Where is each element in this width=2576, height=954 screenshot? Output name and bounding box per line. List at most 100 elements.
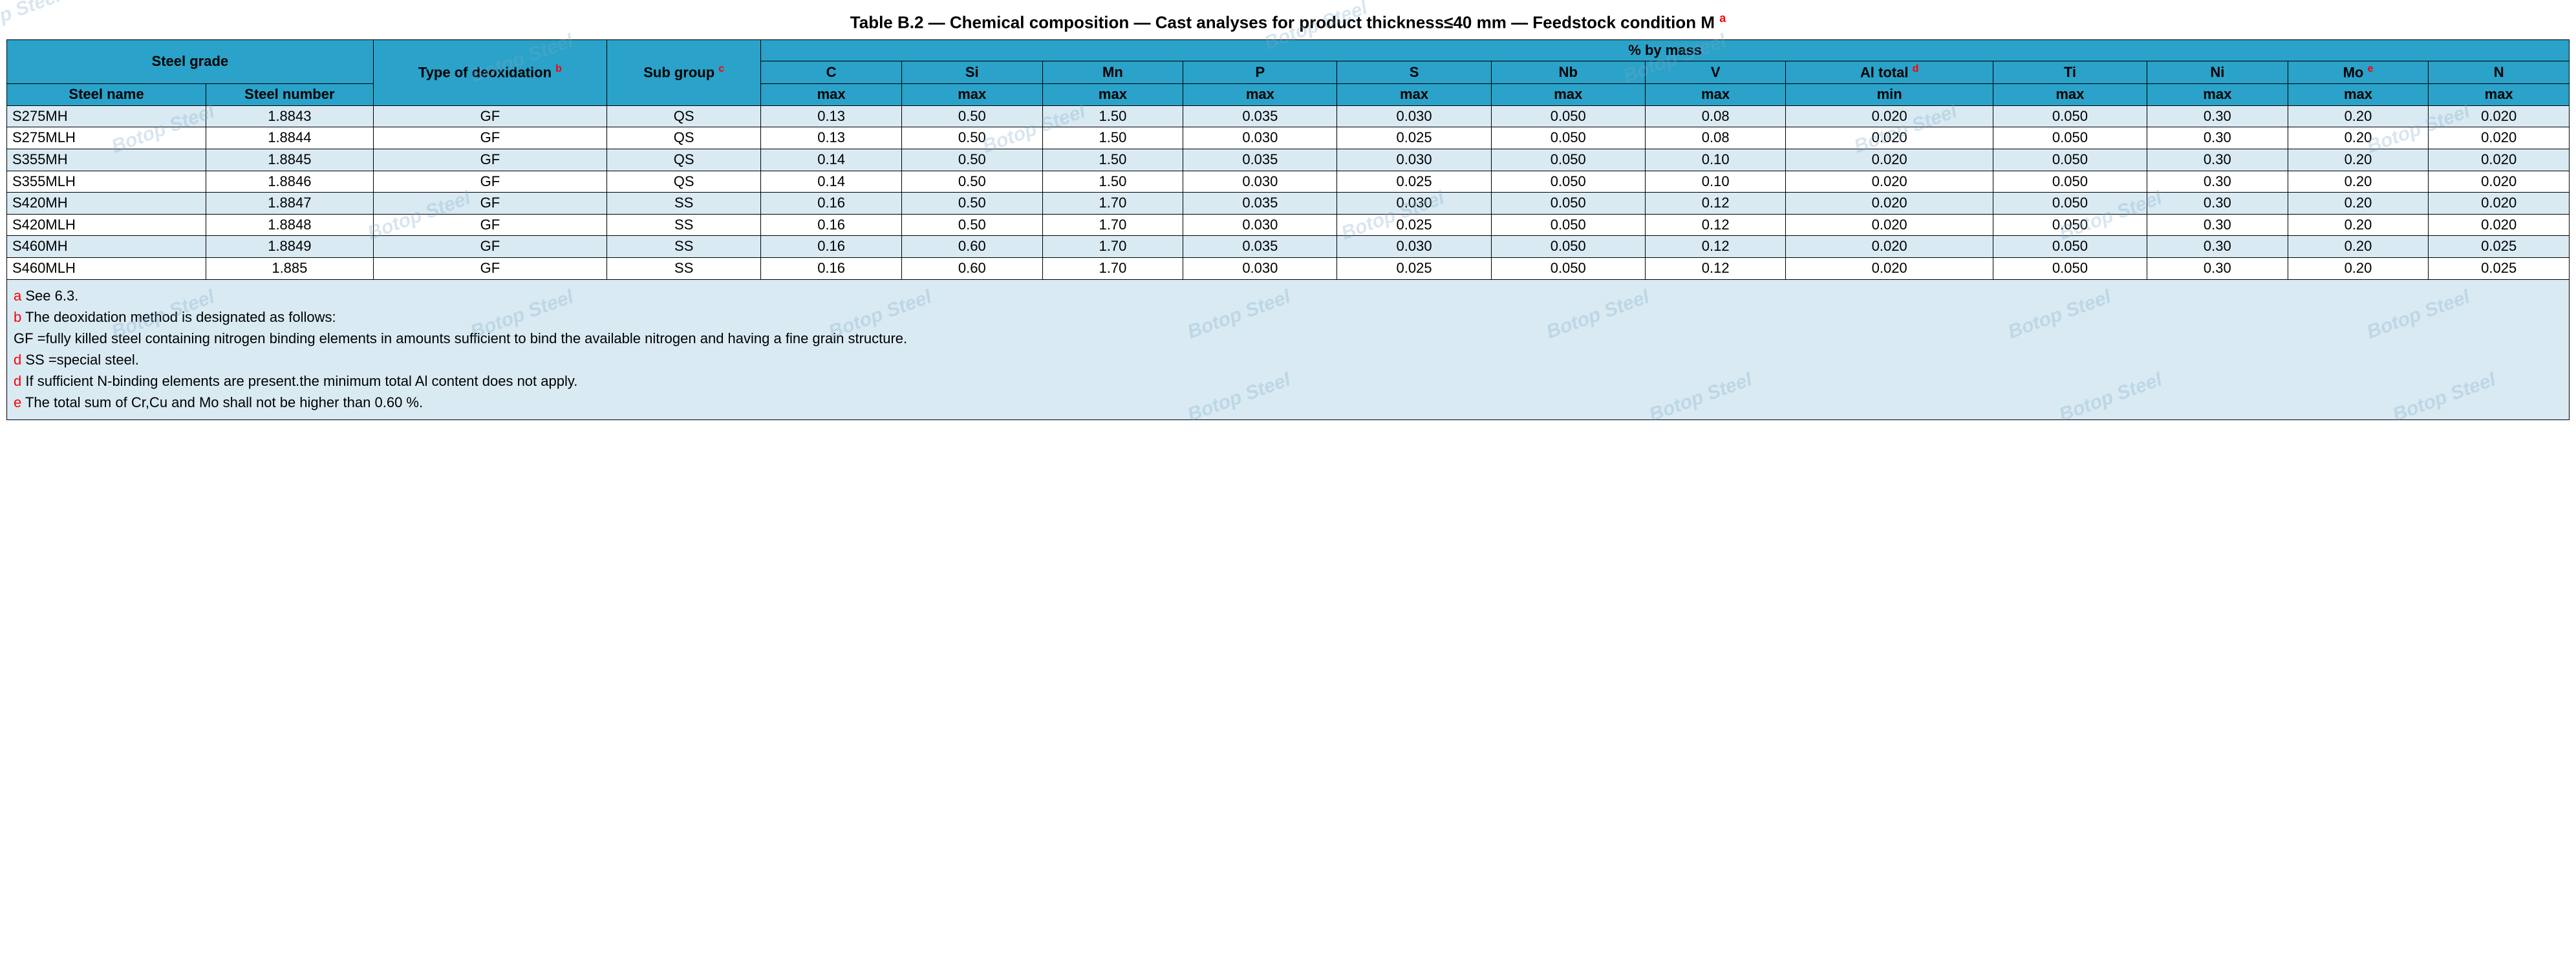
cell-value: 0.050 [1491, 105, 1645, 127]
hdr-elem-si: Si [901, 61, 1042, 84]
footnote-line: e The total sum of Cr,Cu and Mo shall no… [14, 392, 2562, 413]
cell-steel-number: 1.8849 [206, 236, 374, 258]
cell-value: 0.12 [1645, 193, 1786, 215]
footnote-label: b [14, 309, 21, 325]
hdr-elem-ni: Ni [2147, 61, 2288, 84]
hdr-elem-v: V [1645, 61, 1786, 84]
cell-value: 1.70 [1042, 236, 1183, 258]
hdr-limit-9: max [2147, 84, 2288, 106]
hdr-limit-2: max [1042, 84, 1183, 106]
cell-value: 0.030 [1183, 171, 1337, 193]
composition-table: Steel grade Type of deoxidation b Sub gr… [6, 39, 2570, 280]
hdr-deoxidation-sup: b [555, 63, 562, 74]
hdr-limit-1: max [901, 84, 1042, 106]
footnote-text: The deoxidation method is designated as … [21, 309, 336, 325]
hdr-limit-5: max [1491, 84, 1645, 106]
cell-steel-number: 1.8845 [206, 149, 374, 171]
cell-value: 0.020 [1786, 193, 1993, 215]
cell-value: 0.050 [1491, 149, 1645, 171]
cell-subgroup: QS [607, 171, 761, 193]
cell-value: 0.20 [2288, 236, 2429, 258]
cell-value: 0.050 [1993, 193, 2147, 215]
footnote-text: The total sum of Cr,Cu and Mo shall not … [21, 394, 423, 410]
cell-value: 1.50 [1042, 171, 1183, 193]
title-text: Table B.2 — Chemical composition — Cast … [850, 13, 1719, 32]
cell-value: 0.050 [1491, 127, 1645, 149]
cell-value: 0.020 [2429, 127, 2570, 149]
cell-deoxidation: GF [373, 236, 606, 258]
cell-value: 0.20 [2288, 127, 2429, 149]
cell-deoxidation: GF [373, 127, 606, 149]
cell-value: 0.020 [2429, 149, 2570, 171]
cell-value: 0.30 [2147, 105, 2288, 127]
hdr-elem-mn: Mn [1042, 61, 1183, 84]
footnotes: a See 6.3.b The deoxidation method is de… [6, 280, 2570, 420]
cell-steel-name: S460MH [7, 236, 206, 258]
cell-deoxidation: GF [373, 193, 606, 215]
cell-value: 0.050 [1491, 193, 1645, 215]
cell-value: 0.050 [1993, 149, 2147, 171]
cell-value: 0.050 [1993, 214, 2147, 236]
hdr-elem-sup: e [2367, 63, 2373, 74]
cell-value: 0.020 [2429, 193, 2570, 215]
cell-value: 0.20 [2288, 214, 2429, 236]
cell-subgroup: SS [607, 193, 761, 215]
cell-value: 1.70 [1042, 257, 1183, 279]
hdr-steel-name: Steel name [7, 84, 206, 106]
hdr-subgroup-text: Sub group [643, 65, 718, 81]
table-body: S275MH1.8843GFQS0.130.501.500.0350.0300.… [7, 105, 2570, 279]
table-row: S355MLH1.8846GFQS0.140.501.500.0300.0250… [7, 171, 2570, 193]
footnote-line: b The deoxidation method is designated a… [14, 306, 2562, 328]
cell-value: 0.035 [1183, 149, 1337, 171]
table-title: Table B.2 — Chemical composition — Cast … [6, 6, 2570, 39]
cell-deoxidation: GF [373, 214, 606, 236]
hdr-limit-7: min [1786, 84, 1993, 106]
table-row: S275MLH1.8844GFQS0.130.501.500.0300.0250… [7, 127, 2570, 149]
cell-steel-name: S275MH [7, 105, 206, 127]
hdr-elem-mo: Mo e [2288, 61, 2429, 84]
hdr-elem-sup: d [1913, 63, 1919, 74]
cell-value: 0.020 [2429, 171, 2570, 193]
hdr-subgroup-sup: c [718, 63, 724, 74]
cell-value: 1.50 [1042, 105, 1183, 127]
hdr-elem-s: S [1337, 61, 1491, 84]
cell-steel-name: S420MLH [7, 214, 206, 236]
cell-value: 0.030 [1337, 193, 1491, 215]
cell-value: 0.60 [901, 257, 1042, 279]
cell-value: 0.025 [1337, 171, 1491, 193]
cell-value: 0.50 [901, 105, 1042, 127]
cell-value: 0.030 [1183, 214, 1337, 236]
table-header: Steel grade Type of deoxidation b Sub gr… [7, 39, 2570, 105]
cell-value: 0.020 [1786, 105, 1993, 127]
hdr-limit-6: max [1645, 84, 1786, 106]
cell-value: 0.025 [2429, 236, 2570, 258]
table-row: S460MLH1.885GFSS0.160.601.700.0300.0250.… [7, 257, 2570, 279]
hdr-deoxidation: Type of deoxidation b [373, 39, 606, 105]
cell-value: 0.050 [1993, 171, 2147, 193]
cell-steel-name: S355MH [7, 149, 206, 171]
cell-value: 0.13 [761, 105, 902, 127]
cell-value: 0.020 [1786, 171, 1993, 193]
cell-deoxidation: GF [373, 105, 606, 127]
hdr-steel-number: Steel number [206, 84, 374, 106]
cell-subgroup: QS [607, 127, 761, 149]
cell-value: 0.050 [1491, 171, 1645, 193]
cell-deoxidation: GF [373, 149, 606, 171]
cell-value: 0.50 [901, 214, 1042, 236]
cell-value: 0.30 [2147, 171, 2288, 193]
hdr-steel-grade: Steel grade [7, 39, 374, 84]
cell-value: 0.20 [2288, 257, 2429, 279]
cell-value: 0.050 [1993, 105, 2147, 127]
cell-steel-number: 1.8846 [206, 171, 374, 193]
footnote-line: d If sufficient N-binding elements are p… [14, 370, 2562, 392]
cell-value: 0.12 [1645, 257, 1786, 279]
cell-steel-number: 1.8843 [206, 105, 374, 127]
cell-value: 0.50 [901, 127, 1042, 149]
cell-value: 0.030 [1337, 105, 1491, 127]
cell-value: 0.08 [1645, 105, 1786, 127]
cell-value: 0.020 [1786, 127, 1993, 149]
cell-steel-number: 1.885 [206, 257, 374, 279]
cell-value: 0.30 [2147, 193, 2288, 215]
cell-value: 0.30 [2147, 257, 2288, 279]
hdr-pct-by-mass: % by mass [761, 39, 2570, 61]
